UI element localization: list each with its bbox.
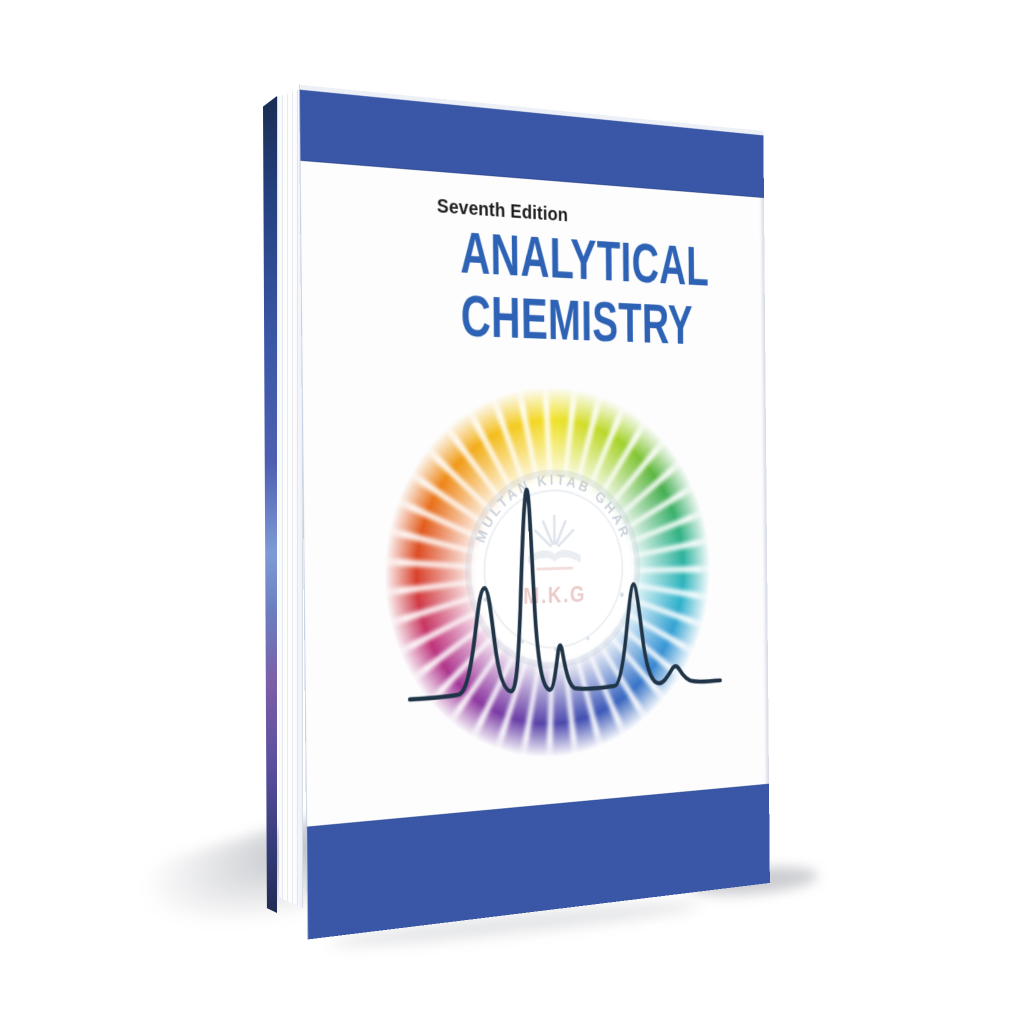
cover-top-band [300, 90, 764, 198]
chromatogram-curve [408, 489, 720, 700]
book-title: ANALYTICAL CHEMISTRY [460, 222, 671, 356]
chromatogram-plot [395, 470, 731, 714]
book-spine [263, 96, 277, 913]
front-cover: Seventh Edition ANALYTICAL CHEMISTRY MU [299, 85, 770, 940]
product-photo: Seventh Edition ANALYTICAL CHEMISTRY MU [0, 0, 1025, 1024]
cover-bottom-band [307, 784, 770, 940]
book-title-line2: CHEMISTRY [461, 285, 671, 356]
book: Seventh Edition ANALYTICAL CHEMISTRY MU [258, 78, 818, 978]
